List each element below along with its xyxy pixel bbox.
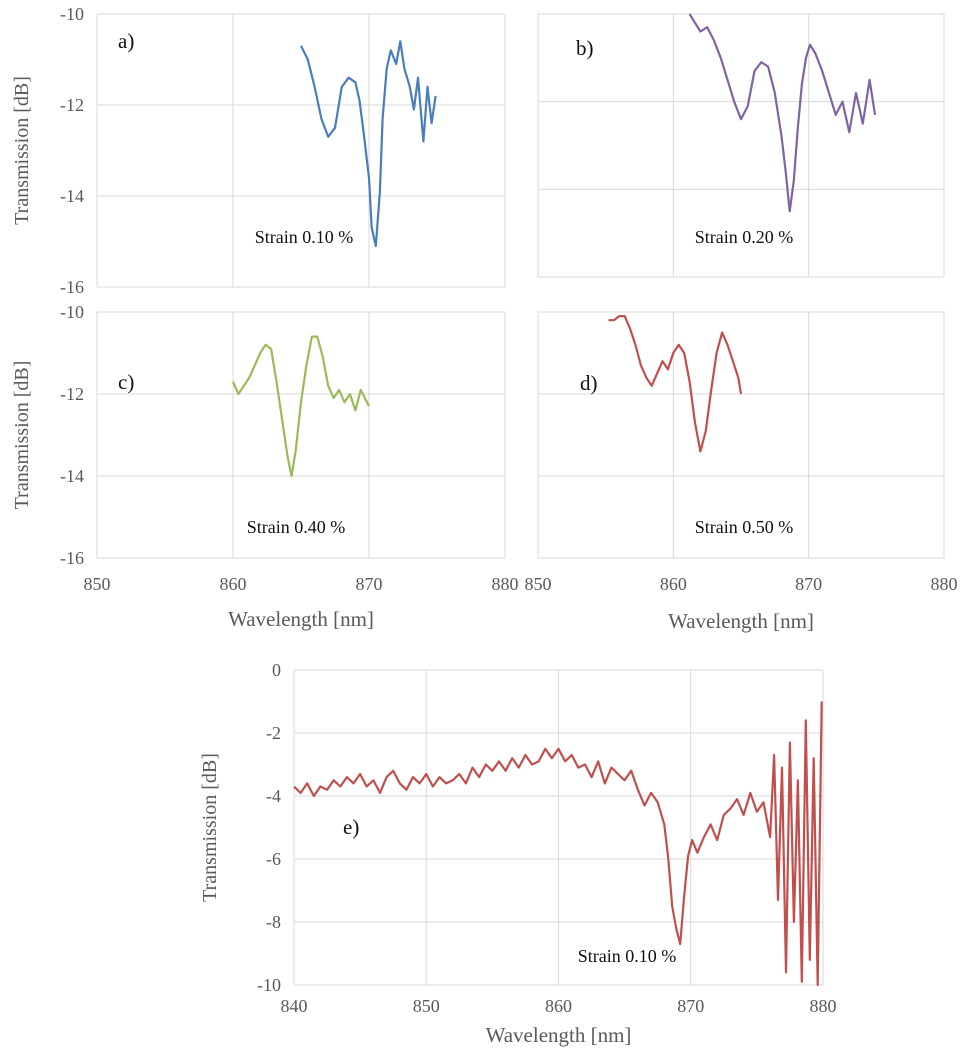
y-tick-label: 0 bbox=[272, 660, 281, 680]
shared-right-x-ticks: 850 860 870 880 bbox=[525, 574, 958, 594]
x-tick-label: 870 bbox=[795, 574, 822, 594]
y-axis-label: Transmission [dB] bbox=[199, 753, 221, 902]
panel-b-chart: b) Strain 0.20 % bbox=[537, 13, 945, 278]
panel-label: a) bbox=[118, 29, 134, 53]
y-tick-label: -14 bbox=[60, 186, 84, 206]
panel-c-chart: -10 -12 -14 -16 Transmission [dB] c) Strain 0.… bbox=[11, 302, 506, 568]
x-tick-label: 860 bbox=[660, 574, 687, 594]
x-tick-label: 850 bbox=[413, 996, 440, 1016]
x-tick-label: 840 bbox=[281, 996, 308, 1016]
y-tick-label: -4 bbox=[266, 786, 281, 806]
y-axis-label: Transmission [dB] bbox=[11, 361, 33, 510]
x-tick-label: 880 bbox=[810, 996, 837, 1016]
panel-label: b) bbox=[576, 36, 594, 60]
x-tick-label: 860 bbox=[545, 996, 572, 1016]
x-tick-label: 860 bbox=[220, 574, 247, 594]
panel-label: c) bbox=[118, 370, 134, 394]
strain-annotation: Strain 0.10 % bbox=[255, 227, 354, 247]
y-tick-label: -10 bbox=[257, 975, 281, 995]
strain-annotation: Strain 0.10 % bbox=[578, 946, 677, 966]
panel-label: d) bbox=[580, 371, 598, 395]
y-tick-label: -14 bbox=[60, 466, 84, 486]
x-tick-label: 880 bbox=[492, 574, 519, 594]
y-tick-label: -16 bbox=[60, 277, 84, 297]
y-tick-label: -10 bbox=[60, 4, 84, 24]
x-axis-label: Wavelength [nm] bbox=[486, 1023, 632, 1047]
series-line-d bbox=[608, 315, 743, 453]
strain-annotation: Strain 0.40 % bbox=[247, 517, 346, 537]
x-tick-label: 870 bbox=[356, 574, 383, 594]
strain-annotation: Strain 0.20 % bbox=[695, 227, 794, 247]
x-tick-label: 850 bbox=[84, 574, 111, 594]
x-tick-label: 850 bbox=[525, 574, 552, 594]
shared-right-x-axis-label: Wavelength [nm] bbox=[668, 609, 814, 633]
panel-d-chart: d) Strain 0.50 % bbox=[537, 311, 945, 559]
panel-a-chart: -10 -12 -14 -16 Transmission [dB] a) Strain 0.… bbox=[11, 4, 506, 297]
y-tick-label: -12 bbox=[60, 384, 84, 404]
x-tick-label: 880 bbox=[931, 574, 958, 594]
y-tick-label: -2 bbox=[266, 723, 281, 743]
y-tick-label: -8 bbox=[266, 912, 281, 932]
y-tick-label: -10 bbox=[60, 302, 84, 322]
series-line-e bbox=[293, 701, 823, 987]
x-tick-label: 870 bbox=[677, 996, 704, 1016]
panel-label: e) bbox=[343, 815, 359, 839]
y-tick-label: -16 bbox=[60, 548, 84, 568]
series-line-a bbox=[300, 40, 437, 248]
shared-left-x-ticks: 850 860 870 880 bbox=[84, 574, 519, 594]
shared-left-x-axis-label: Wavelength [nm] bbox=[228, 607, 374, 631]
strain-annotation: Strain 0.50 % bbox=[695, 517, 794, 537]
y-tick-label: -6 bbox=[266, 849, 281, 869]
series-line-b bbox=[688, 13, 877, 213]
series-line-c bbox=[231, 335, 370, 478]
y-axis-label: Transmission [dB] bbox=[11, 76, 33, 225]
y-tick-label: -12 bbox=[60, 95, 84, 115]
